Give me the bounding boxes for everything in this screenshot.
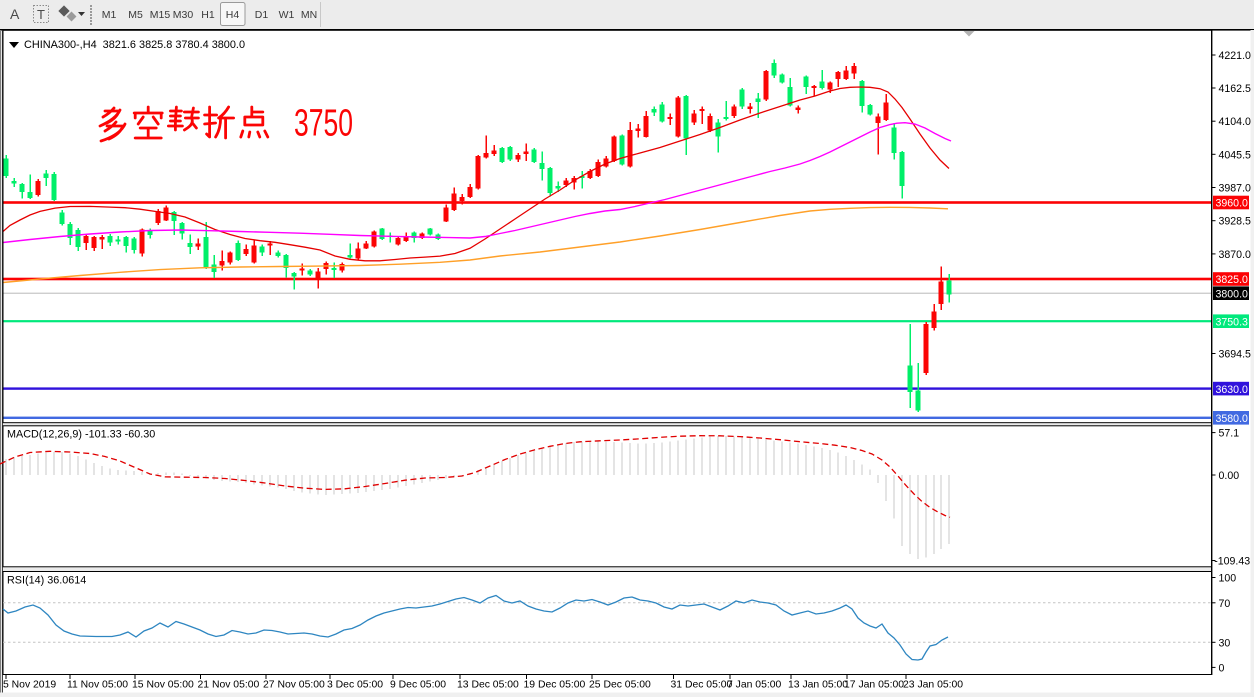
svg-text:3960.0: 3960.0 [1216,198,1249,210]
svg-text:21 Nov 05:00: 21 Nov 05:00 [198,680,260,691]
svg-text:11 Nov 05:00: 11 Nov 05:00 [67,680,128,691]
svg-text:13 Jan 05:00: 13 Jan 05:00 [788,680,848,691]
svg-text:3987.0: 3987.0 [1219,183,1252,195]
svg-text:4221.0: 4221.0 [1219,50,1252,62]
svg-text:3870.0: 3870.0 [1219,249,1252,261]
svg-text:A: A [10,6,20,22]
svg-text:3630.0: 3630.0 [1216,384,1249,396]
svg-text:H1: H1 [201,9,215,21]
svg-text:5 Nov 2019: 5 Nov 2019 [3,680,56,691]
svg-text:13 Dec 05:00: 13 Dec 05:00 [457,680,519,691]
svg-text:3750: 3750 [294,103,353,145]
svg-text:M1: M1 [102,9,117,21]
svg-text:70: 70 [1219,598,1231,610]
svg-text:M30: M30 [173,9,194,21]
svg-text:MACD(12,26,9) -101.33 -60.30: MACD(12,26,9) -101.33 -60.30 [7,429,155,441]
svg-text:15 Nov 05:00: 15 Nov 05:00 [132,680,194,691]
svg-text:0: 0 [1219,662,1225,674]
svg-text:57.1: 57.1 [1219,428,1240,440]
svg-text:30: 30 [1219,637,1231,649]
svg-text:4162.5: 4162.5 [1219,83,1252,95]
svg-text:W1: W1 [279,9,295,21]
svg-text:3825.0: 3825.0 [1216,274,1249,286]
svg-text:9 Dec 05:00: 9 Dec 05:00 [390,680,446,691]
svg-text:MN: MN [301,9,317,21]
svg-text:T: T [37,7,45,22]
svg-text:CHINA300-,H4 3821.6 3825.8 37: CHINA300-,H4 3821.6 3825.8 3780.4 3800.0 [24,39,245,51]
svg-text:H4: H4 [226,9,240,21]
svg-text:4045.5: 4045.5 [1219,149,1252,161]
svg-text:19 Dec 05:00: 19 Dec 05:00 [524,680,586,691]
svg-text:100: 100 [1219,573,1237,585]
svg-text:27 Nov 05:00: 27 Nov 05:00 [263,680,325,691]
svg-text:D1: D1 [255,9,269,21]
svg-text:-109.43: -109.43 [1214,556,1250,568]
svg-text:3800.0: 3800.0 [1216,288,1249,300]
svg-text:3928.5: 3928.5 [1219,216,1252,228]
svg-text:3580.0: 3580.0 [1216,413,1249,425]
svg-text:0.00: 0.00 [1219,470,1240,482]
svg-text:25 Dec 05:00: 25 Dec 05:00 [589,680,651,691]
svg-text:17 Jan 05:00: 17 Jan 05:00 [844,680,904,691]
svg-text:M15: M15 [150,9,171,21]
svg-text:3694.5: 3694.5 [1219,349,1252,361]
svg-text:3750.3: 3750.3 [1216,316,1249,328]
svg-text:23 Jan 05:00: 23 Jan 05:00 [903,680,963,691]
svg-text:4104.0: 4104.0 [1219,116,1252,128]
svg-text:7 Jan 05:00: 7 Jan 05:00 [727,680,782,691]
svg-text:RSI(14) 36.0614: RSI(14) 36.0614 [7,575,86,587]
svg-text:31 Dec 05:00: 31 Dec 05:00 [671,680,733,691]
svg-text:3 Dec 05:00: 3 Dec 05:00 [327,680,383,691]
svg-text:M5: M5 [128,9,143,21]
